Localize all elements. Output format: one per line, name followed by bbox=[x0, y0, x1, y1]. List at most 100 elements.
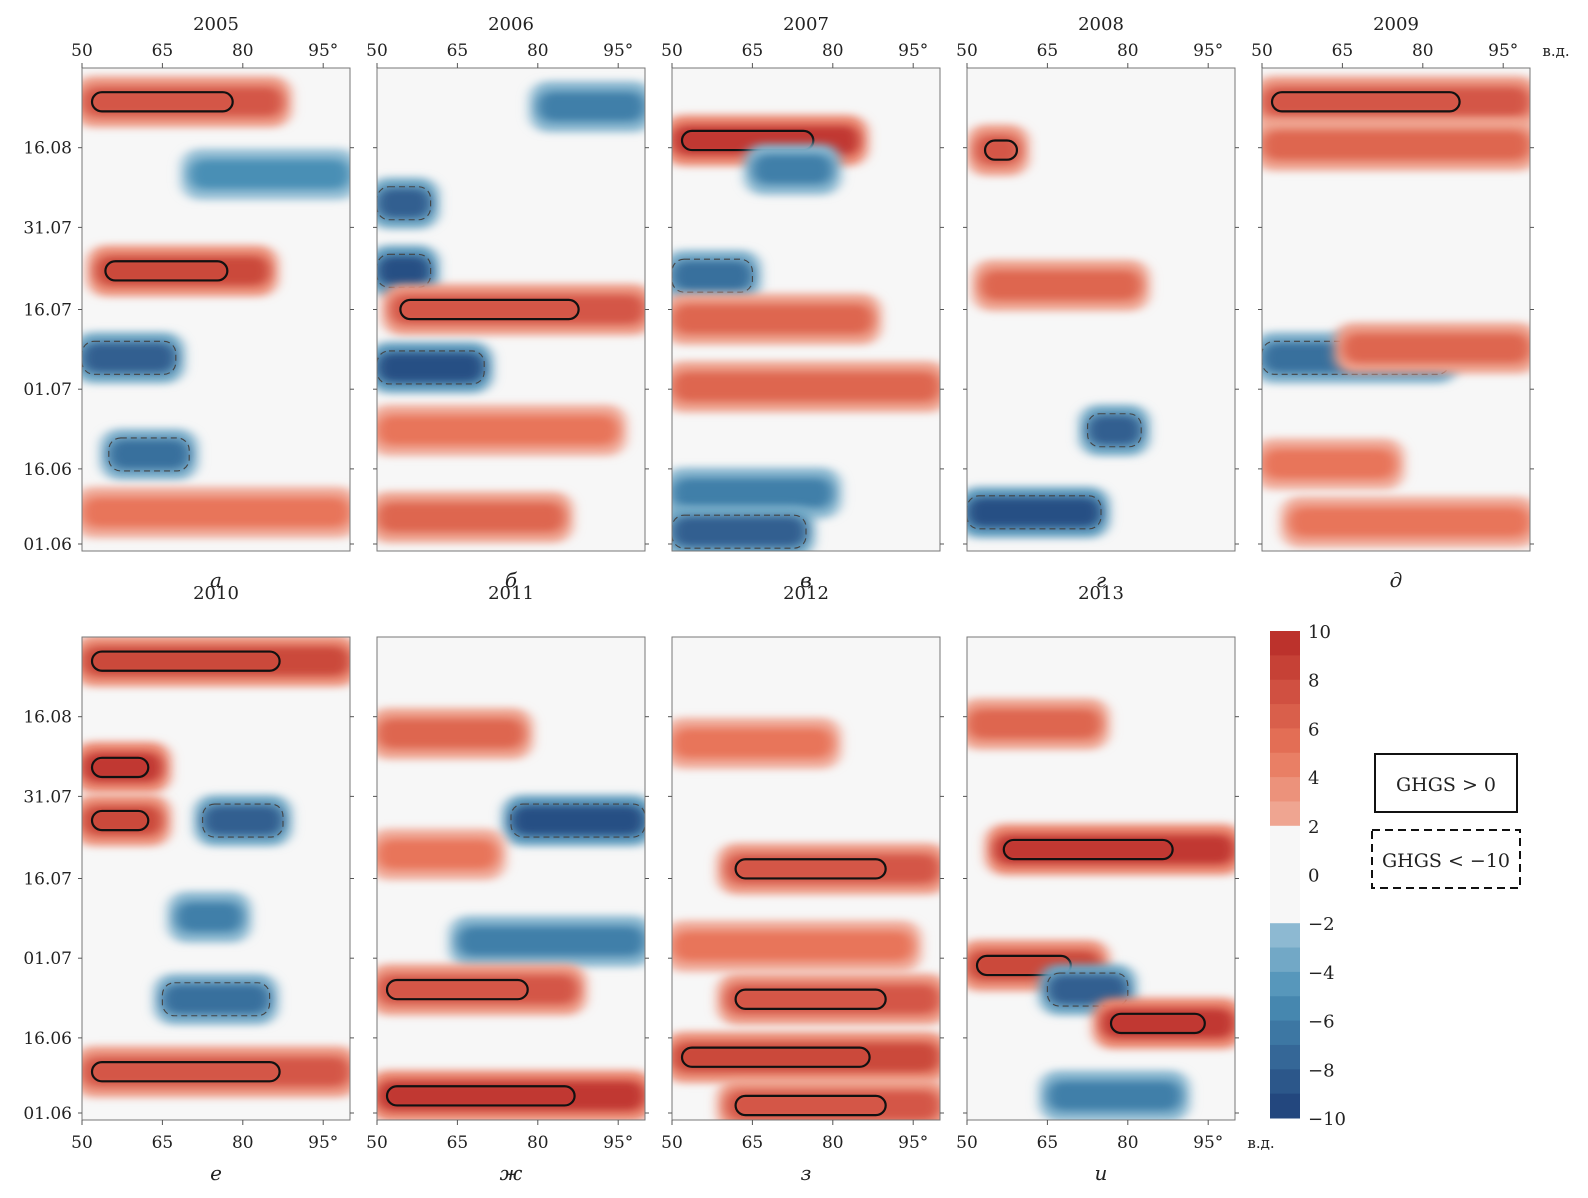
panel-2009: 2009 50 65 80 95° в.д. д bbox=[1251, 14, 1569, 592]
heatmap-band bbox=[377, 352, 485, 383]
contour-solid bbox=[385, 1085, 576, 1107]
heatmap-band bbox=[672, 728, 833, 759]
panel-letter: а bbox=[210, 568, 222, 592]
legend-dashed-box bbox=[1371, 829, 1521, 889]
y-tick-label: 01.07 bbox=[23, 380, 72, 400]
colorbar-tick-label: −4 bbox=[1308, 963, 1335, 984]
heatmap-band bbox=[672, 516, 806, 547]
heatmap-band bbox=[189, 159, 350, 190]
legend-solid-box bbox=[1374, 753, 1518, 813]
contour-dashed bbox=[377, 350, 485, 385]
x-tick-label: 95° bbox=[308, 1133, 338, 1153]
panel-year: 2012 bbox=[783, 583, 829, 604]
panel-2006: 2006 50 65 80 95° б bbox=[366, 14, 649, 592]
heatmap-band bbox=[1087, 415, 1142, 446]
contour-solid bbox=[734, 988, 887, 1010]
x-tick-label: 65 bbox=[152, 41, 174, 61]
panel-letter: д bbox=[1390, 568, 1403, 592]
heatmap-band bbox=[752, 154, 833, 185]
panel-letter: б bbox=[505, 568, 518, 592]
contour-solid bbox=[90, 756, 150, 779]
x-tick-label: 50 bbox=[661, 41, 683, 61]
panel-2005: 2005 50 65 80 95° 16.08 31.07 16.07 01.07 16.06 01… bbox=[23, 14, 354, 592]
contour-solid bbox=[1270, 91, 1461, 113]
heatmap-band bbox=[377, 188, 431, 219]
x-tick-label: 80 bbox=[232, 1133, 254, 1153]
contour-solid bbox=[385, 978, 529, 1001]
heatmap-band bbox=[390, 294, 645, 325]
contour-solid bbox=[1002, 838, 1174, 861]
panel-2011: 2011 50 65 80 95° ж bbox=[366, 583, 649, 1185]
x-tick-label: 65 bbox=[447, 1133, 469, 1153]
x-tick-label: 80 bbox=[822, 41, 844, 61]
x-unit-label: в.д. bbox=[1247, 1134, 1274, 1152]
heatmap-band bbox=[175, 902, 243, 933]
heatmap-band bbox=[1288, 507, 1530, 538]
panel-letter: ж bbox=[500, 1161, 523, 1185]
heatmap-band bbox=[377, 974, 578, 1005]
x-tick-label: 65 bbox=[742, 1133, 764, 1153]
heatmap-band bbox=[672, 260, 753, 291]
heatmap-band bbox=[672, 1042, 940, 1073]
contour-dashed bbox=[1046, 972, 1129, 1007]
contour-solid bbox=[1109, 1012, 1206, 1035]
panel-letter: г bbox=[1096, 568, 1106, 592]
legend: GHGS > 0 GHGS < −10 bbox=[1371, 753, 1521, 889]
heatmap-field bbox=[1262, 76, 1530, 548]
contour-solid bbox=[734, 858, 887, 880]
heatmap-band bbox=[82, 497, 350, 528]
colorbar-segment bbox=[1270, 1020, 1300, 1046]
panel-letter: и bbox=[1095, 1161, 1108, 1185]
panel-background bbox=[82, 637, 350, 1120]
y-tick-label: 31.07 bbox=[23, 218, 72, 238]
x-tick-label: 50 bbox=[956, 41, 978, 61]
x-tick-label: 65 bbox=[1332, 41, 1354, 61]
colorbar-tick-label: 0 bbox=[1308, 866, 1319, 887]
panel-year: 2005 bbox=[193, 14, 239, 35]
colorbar-tick-label: −10 bbox=[1308, 1109, 1346, 1130]
heatmap-field bbox=[672, 717, 940, 1120]
colorbar-segment bbox=[1270, 996, 1300, 1022]
colorbar: 10 8 6 4 2 0 −2 −4 −6 −8 −10 bbox=[1270, 622, 1346, 1130]
panel-letter: з bbox=[801, 1161, 812, 1185]
contour-solid bbox=[104, 260, 229, 282]
x-tick-label: 65 bbox=[152, 1133, 174, 1153]
x-tick-label: 80 bbox=[527, 1133, 549, 1153]
heatmap-band bbox=[108, 439, 190, 470]
colorbar-segment bbox=[1270, 728, 1300, 754]
y-tick-label: 16.07 bbox=[23, 301, 72, 321]
y-tick-label: 16.06 bbox=[23, 460, 72, 480]
colorbar-segment bbox=[1270, 971, 1300, 997]
heatmap-band bbox=[725, 853, 940, 884]
contour-solid bbox=[680, 129, 815, 152]
contour-solid bbox=[399, 298, 580, 321]
heatmap-band bbox=[725, 1090, 940, 1120]
x-tick-label: 65 bbox=[1037, 41, 1059, 61]
heatmap-band bbox=[672, 931, 914, 962]
heatmap-band bbox=[82, 752, 163, 783]
heatmap-band bbox=[1047, 1080, 1182, 1111]
colorbar-tick-label: −8 bbox=[1308, 1060, 1335, 1081]
x-tick-label: 95° bbox=[1488, 41, 1518, 61]
contour-dashed bbox=[510, 803, 645, 838]
heatmap-band bbox=[967, 497, 1101, 528]
heatmap-field bbox=[82, 76, 350, 538]
y-tick-label: 31.07 bbox=[23, 787, 72, 807]
heatmap-field bbox=[377, 708, 645, 1120]
heatmap-band bbox=[1262, 449, 1396, 480]
x-tick-label: 80 bbox=[822, 1133, 844, 1153]
heatmap-band bbox=[82, 342, 176, 373]
panel-2012: 2012 50 65 80 95° з bbox=[661, 583, 944, 1185]
colorbar-segment bbox=[1270, 850, 1300, 875]
x-unit-label: в.д. bbox=[1542, 42, 1569, 60]
heatmap-band bbox=[377, 502, 565, 533]
heatmap-band bbox=[672, 304, 873, 335]
heatmap-field bbox=[672, 114, 940, 551]
y-tick-label: 01.06 bbox=[23, 535, 72, 555]
panel-2007: 2007 50 65 80 95° в bbox=[661, 14, 944, 592]
legend-dashed-label: GHGS < −10 bbox=[1382, 850, 1510, 872]
heatmap-field bbox=[82, 637, 350, 1098]
heatmap-band bbox=[377, 1080, 645, 1111]
